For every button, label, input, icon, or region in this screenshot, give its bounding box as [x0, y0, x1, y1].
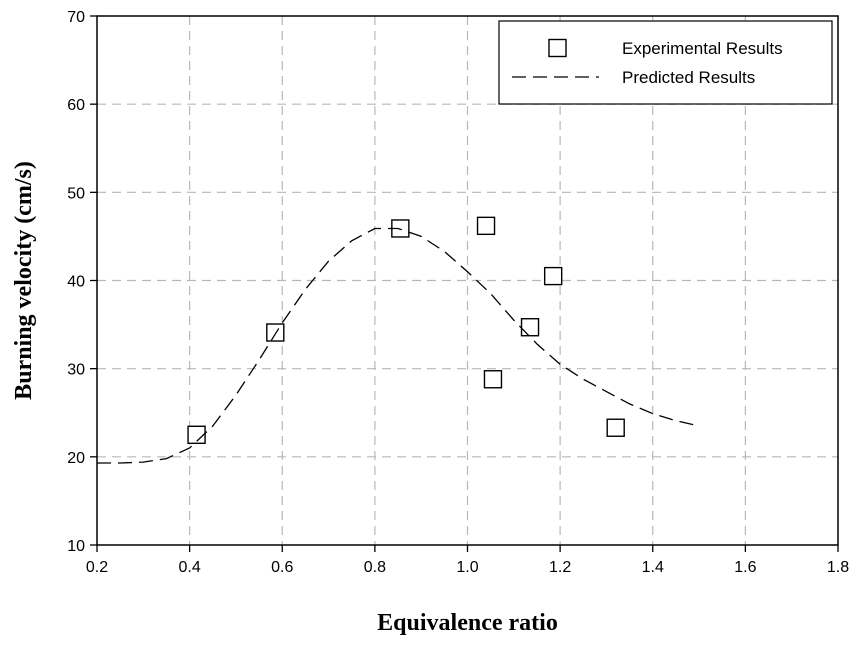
- y-tick-label: 20: [67, 450, 85, 467]
- y-tick-label: 40: [67, 274, 85, 291]
- x-tick-label: 1.8: [827, 559, 849, 576]
- experimental-markers: [187, 216, 625, 444]
- data-point: [266, 323, 285, 342]
- x-tick-label: 1.4: [642, 559, 664, 576]
- x-tick-label: 0.2: [86, 559, 108, 576]
- legend: Experimental Results Predicted Results: [498, 20, 833, 105]
- legend-marker-swatch: [548, 38, 567, 58]
- data-point: [606, 418, 625, 437]
- x-tick-label: 0.8: [364, 559, 386, 576]
- plot-series: [97, 216, 700, 464]
- x-tick-label: 0.4: [179, 559, 201, 576]
- x-tick-label: 1.2: [549, 559, 571, 576]
- data-point: [520, 318, 540, 337]
- y-tick-label: 10: [67, 538, 85, 555]
- x-axis-title: Equivalence ratio: [377, 610, 558, 636]
- legend-label: Experimental Results: [622, 39, 783, 58]
- legend-label: Predicted Results: [622, 68, 755, 87]
- axis-ticks: 0.2 0.4 0.6 0.8 1.0 1.2 1.4 1.6 1.8 10 20 30 40 50 60 7…: [67, 9, 849, 576]
- data-point: [476, 216, 496, 236]
- y-tick-label: 60: [67, 97, 85, 114]
- y-tick-label: 30: [67, 362, 85, 379]
- y-tick-label: 70: [67, 9, 85, 26]
- x-tick-label: 1.6: [734, 559, 756, 576]
- x-tick-label: 0.6: [271, 559, 293, 576]
- legend-box: [498, 20, 833, 105]
- data-point: [483, 370, 503, 389]
- data-point: [187, 425, 206, 444]
- y-tick-label: 50: [67, 185, 85, 202]
- predicted-curve: [97, 227, 700, 464]
- y-axis-title: Burning velocity (cm/s): [11, 161, 37, 400]
- data-point: [543, 266, 563, 286]
- x-tick-label: 1.0: [456, 559, 478, 576]
